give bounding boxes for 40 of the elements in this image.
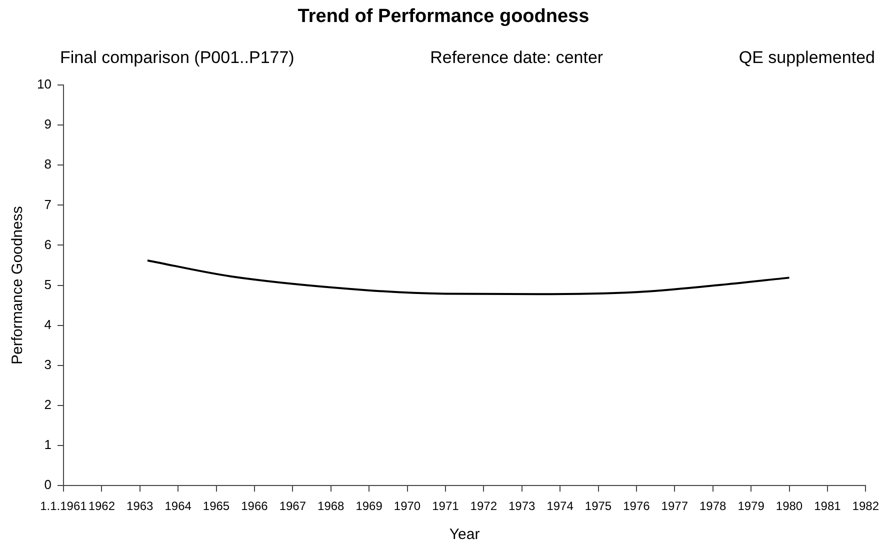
x-tick-label: 1974 (546, 499, 574, 514)
y-tick-label: 5 (44, 276, 52, 292)
text: QE supplemented (738, 48, 875, 68)
x-tick-label: 1982 (852, 499, 880, 514)
text: Final comparison (P001..P177) (60, 48, 294, 68)
x-tick-label: 1963 (126, 499, 154, 514)
x-tick-label: 1962 (88, 499, 116, 514)
x-tick-label: 1972 (470, 499, 498, 514)
x-tick-label: 1980 (776, 499, 803, 514)
y-tick-label: 0 (44, 477, 52, 492)
y-tick-label: 9 (44, 116, 52, 132)
y-tick-label: 7 (44, 196, 52, 212)
x-axis-title: Year (449, 526, 480, 544)
x-tick-label: 1968 (318, 499, 345, 514)
x-tick-label: 1964 (164, 499, 192, 514)
x-tick-label: 1967 (279, 499, 306, 514)
text: Reference date: center (430, 48, 604, 68)
x-tick-label: 1966 (241, 499, 268, 514)
x-tick-label: 1976 (623, 499, 650, 514)
x-tick-label: 1973 (508, 499, 536, 514)
y-tick-label: 8 (44, 156, 52, 172)
x-tick-label: 1971 (432, 499, 460, 514)
x-tick-label: 1970 (394, 499, 421, 514)
chart-title: Trend of Performance goodness (296, 6, 590, 28)
x-tick-label: 1981 (814, 499, 842, 514)
y-tick-label: 10 (36, 76, 52, 92)
x-tick-label: 1965 (202, 499, 230, 514)
x-tick-label: 1975 (584, 499, 612, 514)
y-tick-label: 1 (44, 437, 52, 452)
x-tick-label: 1969 (356, 499, 383, 514)
x-tick-label: 1978 (700, 499, 727, 514)
y-tick-label: 3 (44, 357, 52, 372)
x-tick-label: 1979 (738, 499, 765, 514)
y-tick-label: 2 (44, 397, 52, 412)
y-axis-title: Performance Goodness (9, 206, 26, 365)
x-tick-label: 1.1.1961 (40, 499, 88, 514)
x-tick-label: 1977 (661, 499, 688, 514)
y-tick-label: 6 (44, 236, 52, 252)
y-tick-label: 4 (44, 316, 52, 332)
line-series (146, 259, 790, 296)
